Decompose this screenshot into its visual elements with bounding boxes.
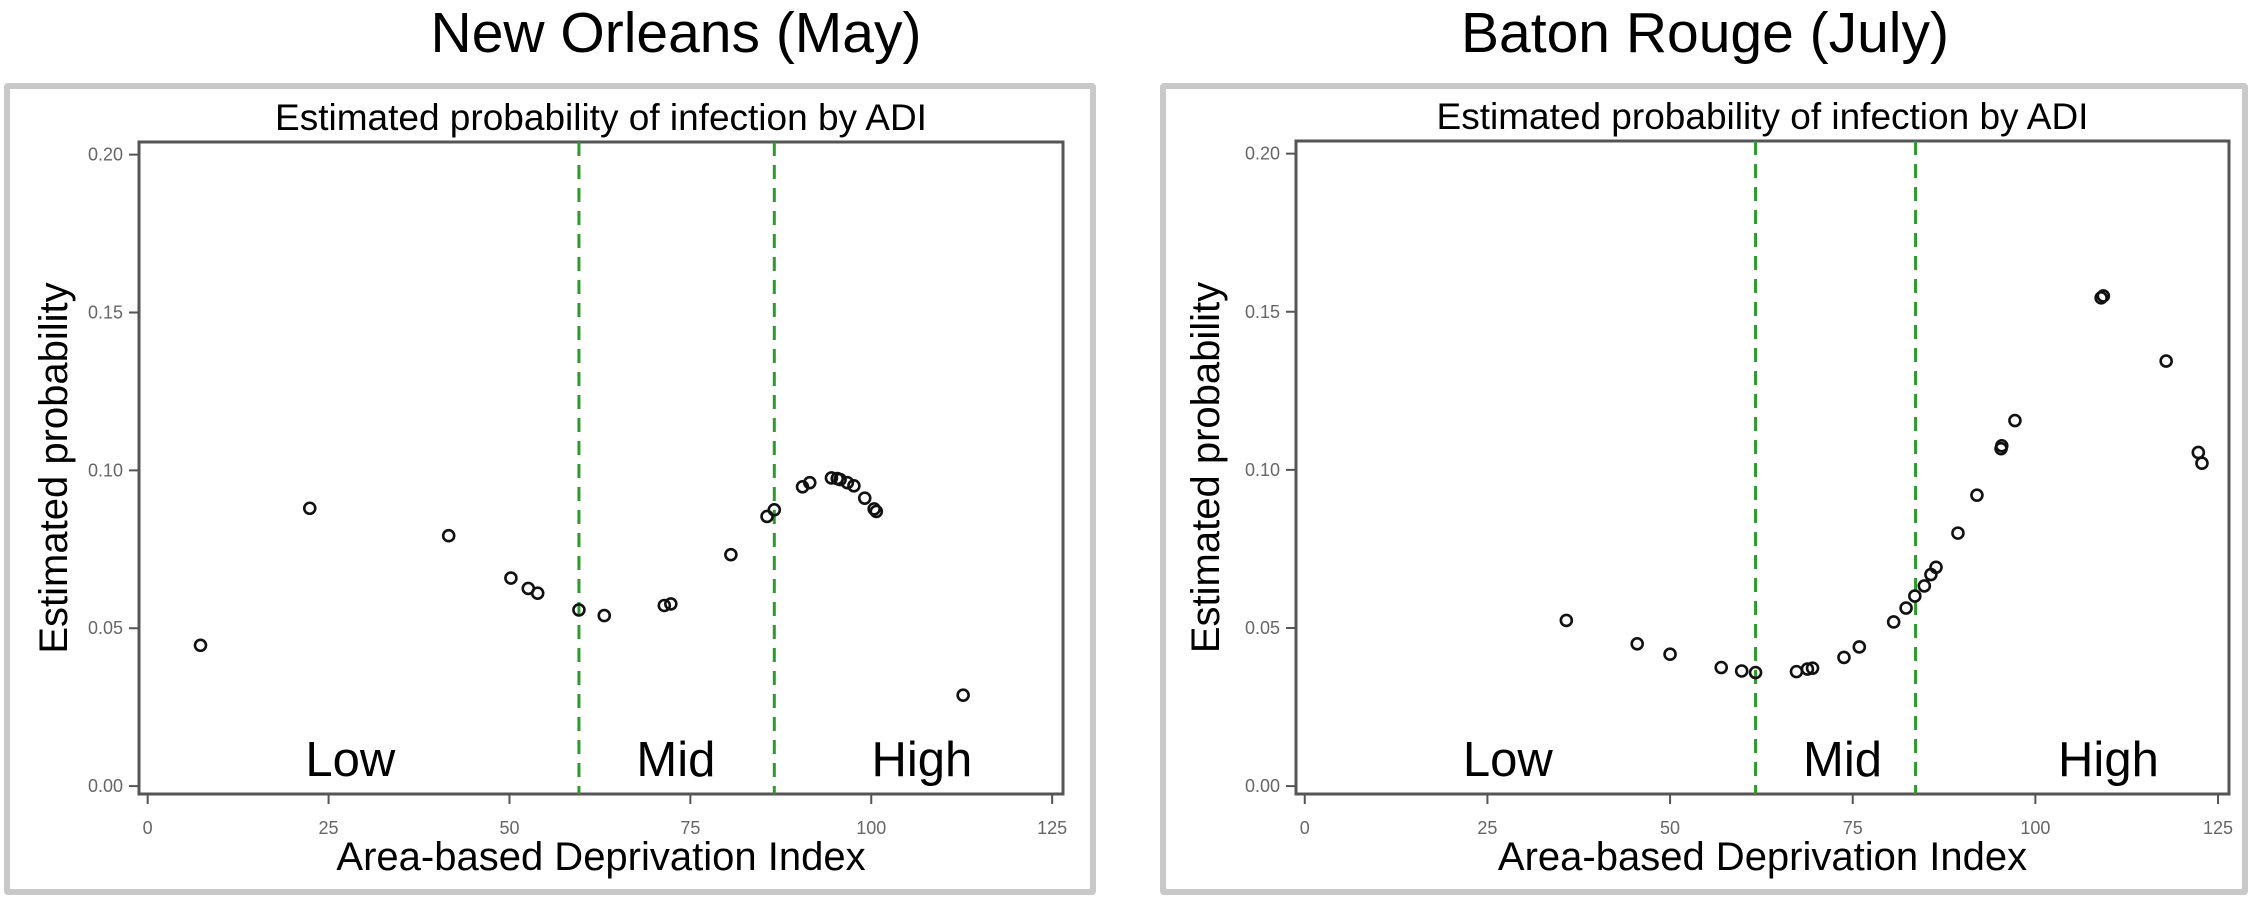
data-point — [2096, 289, 2111, 303]
y-tick-label: 0.20 — [88, 145, 123, 165]
data-point — [724, 547, 738, 562]
chart-0: Estimated probability of infection by AD… — [32, 97, 1067, 879]
data-point — [597, 608, 612, 623]
region-label-low: Low — [1463, 733, 1554, 787]
x-axis-label: Area-based Deprivation Index — [336, 835, 865, 879]
data-point — [847, 479, 861, 493]
x-tick-label: 125 — [2203, 818, 2233, 838]
panel-new-orleans — [4, 83, 1096, 895]
region-label-high: High — [872, 733, 973, 787]
data-point — [2008, 413, 2022, 428]
x-tick-label: 50 — [1660, 818, 1680, 838]
data-point — [1663, 647, 1677, 662]
x-tick-label: 0 — [143, 818, 153, 838]
data-point — [572, 603, 586, 617]
x-tick-label: 50 — [499, 818, 519, 838]
city-title-new-orleans: New Orleans (May) — [430, 1, 922, 65]
data-point — [302, 501, 317, 516]
data-point — [840, 475, 855, 490]
region-label-high: High — [2058, 733, 2159, 787]
data-point — [504, 571, 518, 585]
data-point — [1951, 526, 1965, 540]
x-tick-label: 0 — [1300, 818, 1310, 838]
region-label-low: Low — [305, 733, 396, 787]
data-point — [193, 638, 208, 653]
data-point — [664, 597, 678, 611]
x-axis-label: Area-based Deprivation Index — [1498, 835, 2027, 879]
data-point — [1714, 660, 1729, 675]
data-point — [2195, 456, 2209, 471]
data-point — [857, 491, 872, 505]
data-point — [802, 475, 817, 490]
chart-title: Estimated probability of infection by AD… — [1437, 96, 2089, 137]
data-point — [824, 471, 839, 485]
plot-frame — [1294, 139, 2231, 796]
y-tick-label: 0.05 — [1245, 618, 1280, 638]
data-point — [767, 503, 782, 517]
data-point — [1852, 640, 1867, 654]
city-title-baton-rouge: Baton Rouge (July) — [1461, 1, 1949, 65]
y-tick-label: 0.10 — [1245, 460, 1280, 480]
data-point — [1748, 665, 1763, 680]
x-tick-label: 100 — [856, 818, 886, 838]
y-tick-label: 0.00 — [88, 776, 123, 796]
region-label-mid: Mid — [1803, 733, 1882, 787]
x-tick-label: 75 — [1843, 818, 1863, 838]
y-axis-label: Estimated probability — [32, 282, 76, 653]
y-axis-label: Estimated probability — [1184, 282, 1228, 653]
y-tick-label: 0.15 — [1245, 302, 1280, 322]
data-point — [1559, 613, 1574, 628]
y-tick-label: 0.05 — [88, 618, 123, 638]
x-tick-label: 125 — [1037, 818, 1067, 838]
data-point — [2191, 445, 2206, 460]
data-point — [1837, 650, 1851, 665]
data-point — [530, 586, 545, 600]
data-point — [1994, 439, 2009, 453]
data-point — [1899, 601, 1913, 615]
x-tick-label: 25 — [1477, 818, 1497, 838]
y-tick-label: 0.20 — [1245, 144, 1280, 164]
data-point — [1917, 579, 1932, 593]
data-point — [1630, 636, 1644, 651]
data-point — [1800, 662, 1815, 676]
data-point — [657, 598, 672, 613]
x-tick-label: 25 — [319, 818, 339, 838]
data-point — [956, 688, 970, 702]
plot-frame — [137, 140, 1065, 796]
y-tick-label: 0.10 — [88, 460, 123, 480]
x-tick-label: 100 — [2020, 818, 2050, 838]
y-tick-label: 0.15 — [88, 302, 123, 322]
panel-baton-rouge — [1160, 83, 2248, 895]
data-point — [867, 502, 881, 516]
data-point — [1805, 661, 1820, 675]
y-tick-label: 0.00 — [1245, 776, 1280, 796]
chart-title: Estimated probability of infection by AD… — [275, 97, 927, 138]
data-point — [1929, 560, 1943, 575]
data-point — [441, 528, 456, 543]
x-tick-label: 75 — [680, 818, 700, 838]
data-point — [869, 504, 884, 519]
data-point — [760, 509, 774, 524]
data-point — [1908, 589, 1922, 603]
data-point — [1970, 488, 1984, 502]
chart-1: Estimated probability of infection by AD… — [1184, 96, 2233, 879]
region-label-mid: Mid — [636, 733, 715, 787]
data-point — [2159, 354, 2173, 368]
data-point — [833, 472, 847, 487]
data-point — [1789, 664, 1804, 679]
data-point — [1734, 664, 1749, 678]
data-point — [1886, 615, 1901, 629]
